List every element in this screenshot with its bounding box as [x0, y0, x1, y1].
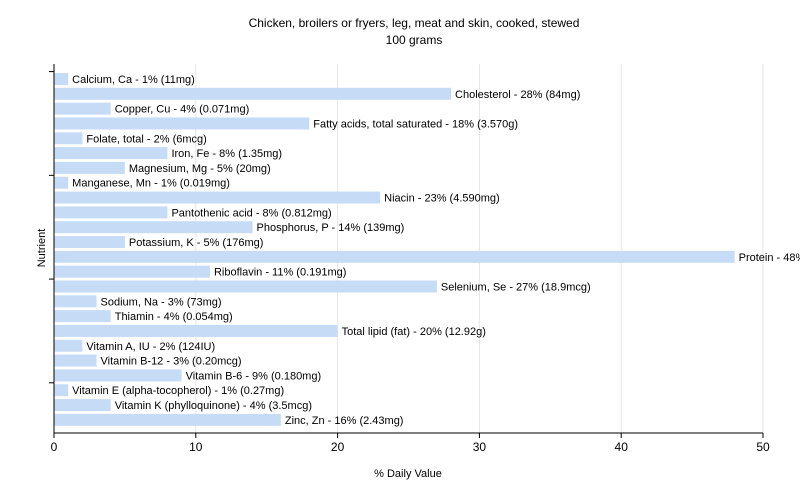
bar — [54, 117, 310, 130]
chart-subtitle: 100 grams — [386, 33, 443, 47]
x-tick-label: 20 — [331, 440, 345, 454]
x-tick-label: 30 — [473, 440, 487, 454]
bar-label: Thiamin - 4% (0.054mg) — [115, 311, 233, 323]
bar-label: Folate, total - 2% (6mcg) — [86, 133, 206, 145]
bar — [54, 206, 168, 219]
bar-label: Selenium, Se - 27% (18.9mcg) — [441, 281, 591, 293]
bar-label: Total lipid (fat) - 20% (12.92g) — [342, 326, 486, 338]
bar — [54, 236, 125, 249]
bar-label: Manganese, Mn - 1% (0.019mg) — [72, 178, 230, 190]
bar — [54, 280, 437, 293]
bar-label: Vitamin B-6 - 9% (0.180mg) — [186, 370, 322, 382]
bar — [54, 176, 69, 189]
bars: Calcium, Ca - 1% (11mg) Cholesterol - 28%… — [54, 73, 800, 427]
bar — [54, 310, 111, 323]
x-tick-label: 0 — [51, 440, 58, 454]
bar-label: Sodium, Na - 3% (73mg) — [101, 296, 222, 308]
bar — [54, 384, 69, 397]
bar — [54, 102, 111, 115]
x-axis-title: % Daily Value — [374, 468, 442, 480]
bar — [54, 250, 735, 263]
bar-label: Pantothenic acid - 8% (0.812mg) — [171, 207, 331, 219]
bar-label: Phosphorus, P - 14% (139mg) — [257, 222, 405, 234]
bar-label: Vitamin E (alpha-tocopherol) - 1% (0.27m… — [72, 385, 284, 397]
axes: 0 10 20 30 40 50 — [49, 64, 770, 454]
bar-label: Vitamin B-12 - 3% (0.20mcg) — [101, 356, 242, 368]
bar — [54, 73, 69, 85]
bar-label: Protein - 48% (24.17g) — [739, 252, 800, 264]
bar-label: Copper, Cu - 4% (0.071mg) — [115, 104, 250, 116]
bar — [54, 191, 381, 204]
bar — [54, 295, 97, 308]
gridlines — [195, 64, 764, 433]
bar-label: Riboflavin - 11% (0.191mg) — [214, 267, 346, 279]
x-tick-label: 40 — [615, 440, 629, 454]
x-tick-label: 50 — [756, 440, 770, 454]
bar-label: Zinc, Zn - 16% (2.43mg) — [285, 415, 404, 427]
bar — [54, 324, 338, 337]
bar — [54, 221, 253, 234]
y-axis-title: Nutrient — [36, 229, 48, 268]
bar — [54, 132, 83, 145]
bar-label: Fatty acids, total saturated - 18% (3.57… — [313, 118, 518, 130]
bar — [54, 161, 125, 174]
bar — [54, 147, 168, 160]
bar — [54, 339, 83, 352]
bar-label: Cholesterol - 28% (84mg) — [455, 89, 580, 101]
bar — [54, 399, 111, 412]
bar — [54, 413, 281, 426]
bar — [54, 265, 210, 278]
bar-label: Niacin - 23% (4.590mg) — [384, 193, 500, 205]
chart-title: Chicken, broilers or fryers, leg, meat a… — [249, 16, 580, 30]
bar-label: Vitamin K (phylloquinone) - 4% (3.5mcg) — [115, 400, 312, 412]
bar-label: Potassium, K - 5% (176mg) — [129, 237, 264, 249]
bar-label: Calcium, Ca - 1% (11mg) — [72, 74, 195, 86]
bar-label: Magnesium, Mg - 5% (20mg) — [129, 163, 271, 175]
bar — [54, 87, 452, 100]
bar-label: Iron, Fe - 8% (1.35mg) — [171, 148, 282, 160]
bar — [54, 354, 97, 367]
x-tick-label: 10 — [189, 440, 203, 454]
bar — [54, 369, 182, 382]
bar-label: Vitamin A, IU - 2% (124IU) — [86, 341, 215, 353]
